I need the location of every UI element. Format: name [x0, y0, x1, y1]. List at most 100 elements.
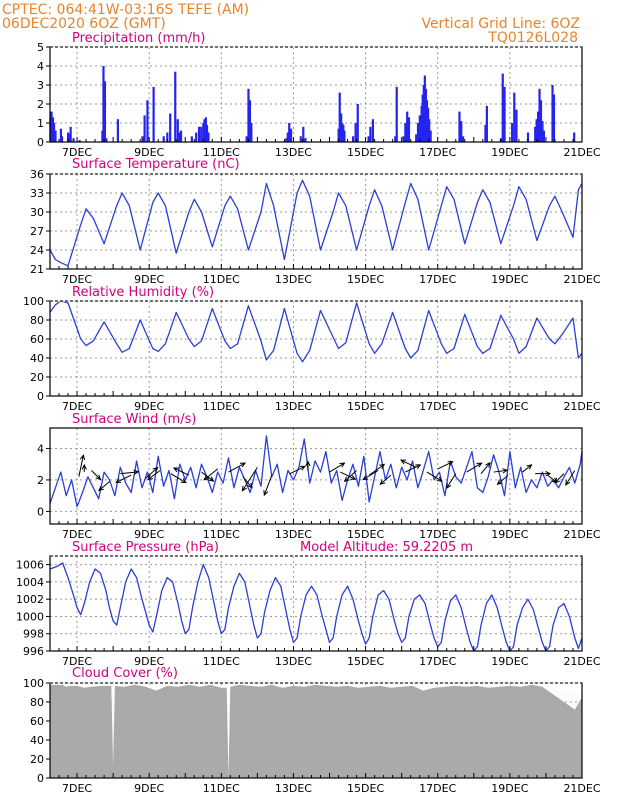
precip-bar	[535, 119, 538, 142]
rh-line	[49, 300, 583, 363]
wind-arrow-shaft	[78, 455, 84, 477]
precip-bar	[190, 136, 193, 142]
wind-arrow-head	[147, 474, 153, 481]
temp-ytick-label: 36	[30, 168, 44, 181]
precip-bar	[511, 123, 514, 142]
precip-bar	[166, 132, 169, 142]
wind-arrow-head	[152, 466, 159, 473]
pres-xtick-label: 21DEC	[563, 655, 600, 668]
precip-bar	[50, 111, 53, 142]
precip-bar	[461, 136, 465, 142]
precip-ytick-label: 5	[37, 41, 44, 54]
wind-arrow-head	[545, 471, 552, 477]
precip-bar	[484, 124, 487, 142]
rh-xtick-label: 13DEC	[275, 400, 312, 413]
precip-bar	[539, 100, 543, 142]
cloud-xtick-label: 19DEC	[491, 782, 528, 795]
header-model-id: TQ0126L028	[487, 30, 578, 46]
wind-arrow	[98, 481, 110, 492]
cloud-ytick-label: 40	[30, 734, 44, 747]
rh-xtick-label: 7DEC	[62, 400, 92, 413]
precip-bar	[429, 130, 432, 142]
precip-xtick-label: 15DEC	[347, 146, 384, 159]
precip-bar	[371, 119, 375, 142]
cloud-xtick-label: 7DEC	[62, 782, 92, 795]
wind-arrow-shaft	[170, 473, 187, 484]
pres-ytick-label: 1004	[16, 576, 44, 589]
precip-bar	[458, 111, 461, 142]
pres-ytick-label: 998	[23, 628, 44, 641]
temp-panel: 21 24 27 30 33 36 7DEC 9DEC 11DEC 13DEC 15DEC 17DEC…	[30, 168, 601, 286]
precip-bar	[406, 111, 409, 142]
precip-bar	[354, 123, 357, 142]
wind-arrow	[241, 467, 258, 492]
cloud-title: Cloud Cover (%)	[72, 666, 178, 681]
wind-arrow	[362, 470, 379, 481]
rh-xtick-label: 17DEC	[419, 400, 456, 413]
wind-arrow	[554, 473, 565, 484]
precip-bar	[415, 134, 418, 142]
precip-title: Precipitation (mm/h)	[72, 31, 205, 46]
precip-bar	[288, 123, 291, 142]
wind-frame	[49, 427, 583, 525]
precip-bar	[367, 136, 370, 142]
wind-arrow	[565, 470, 576, 486]
precip-bar	[116, 119, 120, 142]
rh-ytick-label: 60	[30, 333, 44, 346]
precip-bar	[67, 132, 70, 142]
precip-xtick-label: 21DEC	[563, 146, 600, 159]
rh-xtick-label: 11DEC	[203, 400, 240, 413]
precip-bar	[141, 136, 144, 142]
precip-bar	[169, 113, 172, 142]
wind-arrow-shaft	[400, 459, 417, 468]
wind-arrow	[426, 471, 443, 482]
precip-bar	[338, 92, 341, 142]
rh-ytick-label: 100	[23, 295, 44, 308]
precip-bar	[343, 130, 346, 142]
precip-bar	[59, 128, 63, 142]
precip-bar	[60, 136, 64, 142]
precip-bar	[513, 92, 516, 142]
cloud-ytick-label: 80	[30, 696, 44, 709]
wind-arrow-head	[485, 461, 491, 468]
wind-arrow-shaft	[497, 474, 509, 485]
wind-arrow-head	[350, 475, 357, 480]
cloud-xtick-label: 17DEC	[419, 782, 456, 795]
wind-arrow-shaft	[241, 467, 258, 492]
temp-ytick-label: 33	[30, 187, 44, 200]
wind-arrow-shaft	[263, 475, 273, 496]
wind-ytick-label: 0	[37, 505, 44, 518]
wind-ytick-label: 4	[37, 442, 44, 455]
precip-bar	[428, 119, 431, 142]
cloud-xtick-label: 13DEC	[275, 782, 312, 795]
wind-arrow-shaft	[147, 470, 161, 480]
pres-ytick-label: 1006	[16, 559, 44, 572]
precip-bar	[162, 136, 165, 142]
precip-bar	[179, 130, 183, 142]
precip-bar	[418, 115, 421, 142]
precip-bar	[197, 126, 201, 142]
precip-bar	[103, 81, 107, 142]
cloud-panel: 0 20 40 60 80 100 7DEC 9DEC 11DEC 13DEC 15DEC 17DEC…	[23, 677, 601, 795]
rh-panel: 0 20 40 60 80 100 7DEC 9DEC 11DEC 13DEC 15DEC 17DEC…	[23, 295, 601, 413]
precip-bar	[286, 132, 289, 142]
precip-xtick-label: 19DEC	[491, 146, 528, 159]
pres-xtick-label: 9DEC	[134, 655, 164, 668]
precip-ytick-label: 3	[37, 79, 44, 92]
wind-arrow-shaft	[173, 467, 190, 476]
wind-arrow-head	[436, 476, 443, 482]
cloud-xtick-label: 21DEC	[563, 782, 600, 795]
pres-ytick-label: 996	[23, 645, 44, 658]
temp-xtick-label: 9DEC	[134, 273, 164, 286]
cloud-ytick-label: 60	[30, 715, 44, 728]
cloud-ytick-label: 20	[30, 753, 44, 766]
wind-arrow	[81, 463, 87, 473]
wind-arrow-shaft	[203, 468, 219, 481]
wind-arrow-head	[565, 479, 571, 486]
wind-arrow-head	[79, 454, 86, 461]
precip-xtick-label: 7DEC	[62, 146, 92, 159]
wind-arrow-head	[447, 461, 454, 466]
cloud-xtick-label: 9DEC	[134, 782, 164, 795]
precip-ytick-label: 2	[37, 98, 44, 111]
